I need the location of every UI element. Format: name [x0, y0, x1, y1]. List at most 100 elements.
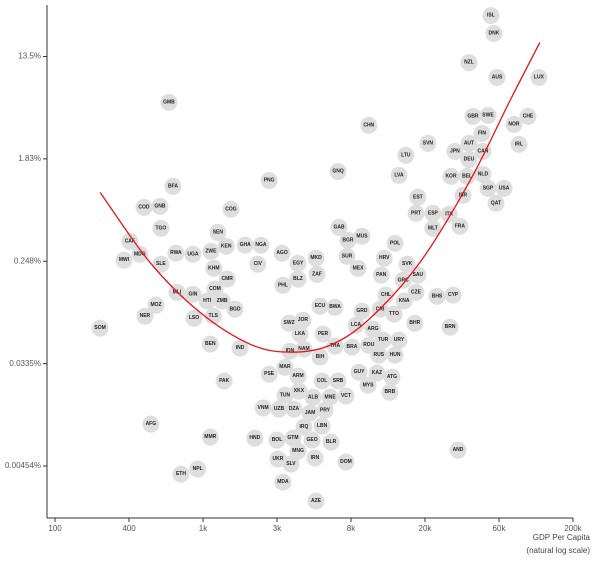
point: [268, 431, 286, 449]
point-label: ECU: [315, 303, 326, 309]
point: [307, 492, 325, 510]
point-label: NAM: [298, 346, 309, 352]
point-label: EGY: [293, 260, 304, 266]
point-label: TTO: [389, 311, 399, 317]
x-tick-label: 400: [122, 524, 136, 533]
x-tick-label: 200k: [564, 524, 582, 533]
point: [291, 325, 309, 343]
point-label: VCT: [341, 393, 351, 399]
point: [121, 232, 139, 250]
point: [201, 428, 219, 446]
point-label: XKX: [294, 388, 305, 394]
point: [390, 331, 408, 349]
point: [485, 25, 503, 43]
point-label: MKD: [310, 255, 322, 261]
point-label: GNB: [154, 203, 166, 209]
point-label: HTI: [203, 298, 212, 304]
point: [449, 441, 467, 459]
point-label: COM: [209, 286, 221, 292]
point-label: LKA: [295, 331, 306, 337]
point-label: AFG: [146, 421, 157, 427]
point: [377, 286, 395, 304]
point: [495, 179, 513, 197]
point-label: SVK: [402, 261, 413, 267]
point-label: ATG: [387, 374, 397, 380]
point-label: UGA: [187, 251, 199, 257]
point: [290, 382, 308, 400]
point: [390, 166, 408, 184]
point: [505, 115, 523, 133]
point: [294, 311, 312, 329]
point: [254, 399, 272, 417]
point-label: BEL: [462, 173, 472, 179]
point: [307, 249, 325, 267]
point: [519, 107, 537, 125]
x-tick-label: 3k: [273, 524, 282, 533]
point: [204, 307, 222, 325]
y-tick-label: 1.83%: [18, 154, 41, 163]
point: [368, 364, 386, 382]
point: [458, 167, 476, 185]
point: [274, 276, 292, 294]
x-tick-label: 60k: [493, 524, 507, 533]
point-label: SWE: [482, 112, 494, 118]
point-label: GNQ: [332, 169, 344, 175]
point-label: NOR: [508, 121, 520, 127]
point: [419, 134, 437, 152]
point: [374, 331, 392, 349]
point-label: KHM: [208, 265, 219, 271]
point: [464, 107, 482, 125]
point-label: CAN: [478, 148, 489, 154]
point: [322, 433, 340, 451]
point-label: ROU: [363, 342, 375, 348]
point: [152, 255, 170, 273]
point: [269, 450, 287, 468]
point-label: SLV: [286, 461, 296, 467]
point: [359, 376, 377, 394]
point: [313, 417, 331, 435]
point: [164, 177, 182, 195]
point: [226, 300, 244, 318]
point-label: ISL: [487, 13, 495, 19]
point-label: ZMB: [217, 298, 228, 304]
point-label: BOL: [272, 437, 283, 443]
point: [460, 150, 478, 168]
point-label: JOR: [298, 317, 309, 323]
point-label: UKR: [273, 456, 284, 462]
point: [473, 124, 491, 142]
point: [231, 339, 249, 357]
point: [304, 388, 322, 406]
point: [218, 270, 236, 288]
y-tick-label: 13.5%: [18, 52, 41, 61]
point-label: GUY: [354, 369, 366, 375]
point-label: MLT: [428, 225, 438, 231]
point: [184, 245, 202, 263]
point: [395, 292, 413, 310]
x-axis-note: (natural log scale): [526, 546, 590, 555]
point: [316, 401, 334, 419]
point-label: CIV: [254, 261, 263, 267]
point: [350, 363, 368, 381]
point: [284, 429, 302, 447]
point: [386, 234, 404, 252]
point-label: MWI: [119, 257, 130, 263]
point-label: HUN: [390, 352, 401, 358]
point: [285, 400, 303, 418]
point: [406, 314, 424, 332]
point-label: GBR: [467, 113, 479, 119]
point: [131, 245, 149, 263]
point: [311, 297, 329, 315]
point-label: ARG: [367, 326, 378, 332]
point: [91, 319, 109, 337]
point: [488, 68, 506, 86]
point-label: LVA: [394, 172, 404, 178]
point: [313, 372, 331, 390]
point: [167, 244, 185, 262]
point-label: AND: [453, 447, 464, 453]
point-label: GHA: [240, 242, 252, 248]
point: [311, 348, 329, 366]
point: [303, 431, 321, 449]
point: [160, 93, 178, 111]
point: [273, 244, 291, 262]
